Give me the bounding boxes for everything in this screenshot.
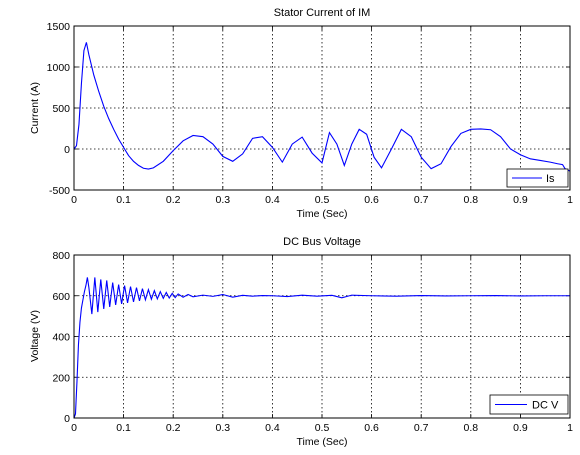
plot-border xyxy=(73,25,571,191)
x-tick-label: 0.4 xyxy=(265,422,280,434)
y-tick-label: 500 xyxy=(52,103,70,115)
x-tick-label: 0.3 xyxy=(215,194,230,206)
legend-label-dc-v: DC V xyxy=(532,400,559,412)
legend-box xyxy=(489,394,569,415)
chart-title: Stator Current of IM xyxy=(274,7,371,19)
x-tick-label: 0 xyxy=(71,422,77,434)
legend-label-is: Is xyxy=(546,173,555,185)
x-axis-label: Time (Sec) xyxy=(297,436,348,448)
y-tick-label: -500 xyxy=(49,185,70,197)
x-tick-label: 0.6 xyxy=(364,422,379,434)
x-tick-label: 0.9 xyxy=(513,194,528,206)
x-tick-label: 0.7 xyxy=(414,422,429,434)
legend: Is xyxy=(506,168,569,188)
x-tick-label: 0.2 xyxy=(166,194,181,206)
dc-bus-voltage-subplot: DC Bus Voltage 0 0.1 0.2 0.3 0.4 0.5 0.6 0.7 0.8… xyxy=(29,236,573,448)
x-tick-label: 0.5 xyxy=(315,194,330,206)
x-axis-label: Time (Sec) xyxy=(297,208,348,220)
x-tick-label: 0.6 xyxy=(364,194,379,206)
x-tick-label: 0.7 xyxy=(414,194,429,206)
x-tick-label: 1 xyxy=(567,194,573,206)
plot-border xyxy=(73,254,571,419)
legend: DC V xyxy=(489,394,569,415)
x-tick-label: 0.1 xyxy=(116,194,131,206)
y-tick-label: 0 xyxy=(64,144,70,156)
y-axis-label: Voltage (V) xyxy=(29,310,41,362)
x-tick-label: 0 xyxy=(71,194,77,206)
series-line-dc-v xyxy=(73,277,570,419)
y-tick-label: 0 xyxy=(64,413,70,425)
chart-title: DC Bus Voltage xyxy=(283,236,361,248)
y-tick-label: 800 xyxy=(52,250,70,262)
series-line-is xyxy=(73,42,571,172)
y-tick-label: 1000 xyxy=(47,62,71,74)
x-tick-label: 0.8 xyxy=(463,422,478,434)
y-tick-label: 400 xyxy=(52,332,70,344)
grid xyxy=(74,26,570,190)
y-axis-label: Current (A) xyxy=(29,82,41,134)
x-tick-label: 0.3 xyxy=(215,422,230,434)
y-tick-label: 1500 xyxy=(47,21,71,33)
x-tick-label: 0.5 xyxy=(315,422,330,434)
y-tick-label: 600 xyxy=(52,291,70,303)
x-tick-label: 0.8 xyxy=(463,194,478,206)
ticks: 0 0.1 0.2 0.3 0.4 0.5 0.6 0.7 0.8 0.9 1-5000500100… xyxy=(47,21,573,206)
y-tick-label: 200 xyxy=(52,372,70,384)
stator-current-subplot: Stator Current of IM 0 0.1 0.2 0.3 0.4 0.5 0.6… xyxy=(29,7,573,220)
x-tick-label: 0.2 xyxy=(166,422,181,434)
x-tick-label: 0.9 xyxy=(513,422,528,434)
x-tick-label: 0.1 xyxy=(116,422,131,434)
x-tick-label: 0.4 xyxy=(265,194,280,206)
x-tick-label: 1 xyxy=(567,422,573,434)
